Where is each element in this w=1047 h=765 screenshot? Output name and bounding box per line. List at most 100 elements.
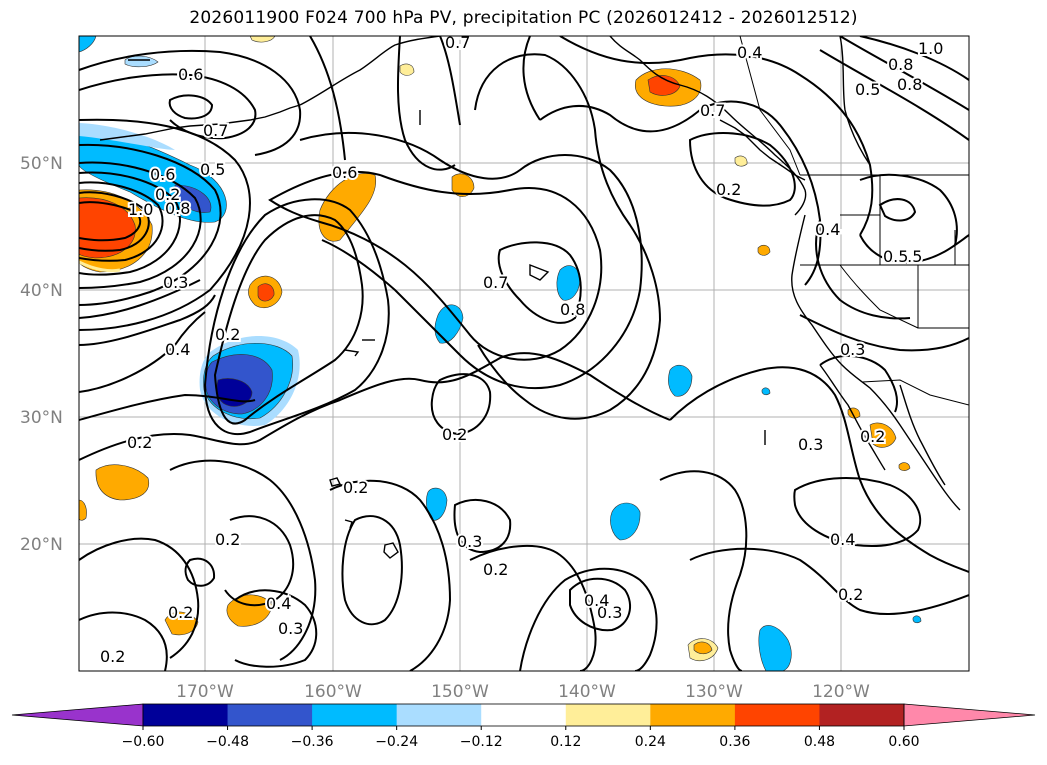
contour-label: 0.4 (830, 530, 855, 549)
coast-canada-inland (839, 36, 871, 166)
contour-south-10 (453, 499, 512, 554)
contour-central-1 (213, 214, 364, 425)
contour-east-2 (793, 477, 922, 548)
contour-central-2 (203, 198, 390, 436)
contour-label: 0.4 (266, 594, 291, 613)
lat-label-40n: 40°N (20, 281, 63, 301)
colorbar-frame (142, 703, 905, 727)
colorbar-tick-label: 0.60 (888, 734, 919, 750)
contour-ne-right-1 (859, 173, 958, 246)
contour-label: 0.5 (200, 160, 225, 179)
contour-south-8 (329, 479, 452, 671)
longitude-labels: 170°W 160°W 150°W 140°W 130°W 120°W (176, 682, 870, 702)
contour-label: 0.4 (737, 43, 762, 62)
contour-south-14 (659, 470, 748, 671)
contour-nw-07 (79, 49, 302, 156)
colorbar-tick-label: −0.36 (291, 734, 334, 750)
contour-ne-top-2 (839, 36, 969, 111)
precip-blob-cyan-126 (758, 625, 792, 671)
contour-label: 0.2 (860, 427, 885, 446)
contour-ridge-4 (439, 36, 461, 126)
contour-east-5 (799, 314, 969, 352)
precip-blob-orange-405 (399, 63, 415, 76)
contour-ridge-6 (539, 100, 822, 286)
contour-labels: 0.6 0.7 0.7 0.4 1.0 0.8 0.8 0.5 0.5 0.6 … (98, 33, 945, 668)
colorbar-segment (143, 704, 229, 726)
plot-area: 0.6 0.7 0.7 0.4 1.0 0.8 0.8 0.5 0.5 0.6 … (79, 33, 969, 671)
contour-02-c (430, 373, 492, 436)
contour-west-nest-2 (79, 191, 150, 252)
contour-west-nest-4 (79, 171, 181, 276)
colorbar-tick-label: −0.48 (206, 734, 249, 750)
border-state-4 (839, 264, 919, 329)
border-us-mexico (861, 379, 969, 406)
colorbar-tick-label: −0.12 (460, 734, 503, 750)
contour-south-2 (169, 459, 317, 661)
contour-label: 1.0 (128, 200, 153, 219)
contour-label: 0.8 (897, 75, 922, 94)
precip-blob-light-82 (79, 36, 97, 53)
colorbar-segment (650, 704, 736, 726)
precip-blob-orange-176 (95, 464, 150, 501)
contour-ridge-5 (522, 36, 541, 121)
contour-south-6 (224, 515, 295, 607)
precip-blob-cyan-135 (668, 364, 693, 397)
colorbar-tick-label: 0.48 (804, 734, 835, 750)
contour-label: 0.3 (457, 532, 482, 551)
contour-03-line (79, 279, 201, 319)
precip-blob-cyan-142 (556, 265, 581, 301)
contour-label: 0.5 (855, 80, 880, 99)
contour-label: 0.2 (343, 478, 368, 497)
contour-label: 0.6 (178, 65, 203, 84)
contour-east-6 (815, 219, 911, 320)
lon-label-160w: 160°W (304, 682, 362, 702)
contour-ridge-1 (268, 170, 603, 361)
lat-label-20n: 20°N (20, 535, 63, 555)
precip-blob-yellow-80 (79, 499, 87, 521)
colorbar-extend-max (903, 703, 1036, 727)
contour-label: 0.2 (215, 325, 240, 344)
contour-south-4 (79, 611, 168, 671)
contour-label: 0.7 (445, 33, 470, 52)
precip-blob-cyan-150s (426, 487, 448, 521)
contour-south-3 (79, 537, 200, 659)
contour-label: 0.3 (840, 340, 865, 359)
colorbar-segment (734, 704, 820, 726)
contour-label: 0.4 (165, 340, 190, 359)
contour-label: 0.3 (278, 619, 303, 638)
colorbar-segment (819, 704, 905, 726)
precip-blob-west-edge (79, 260, 121, 273)
contour-label: 0.2 (168, 603, 193, 622)
coast-hawaii-3 (383, 542, 399, 559)
contour-label: 0.2 (155, 185, 180, 204)
colorbar-tick-label: −0.60 (122, 734, 165, 750)
contour-label: 0.2 (100, 647, 125, 666)
gridlines (79, 36, 969, 671)
coast-akpen (299, 36, 441, 106)
colorbar-tick-label: 0.24 (635, 734, 666, 750)
coast-alaska (609, 36, 807, 216)
precip-blob-light-114 (912, 615, 922, 624)
contour-label: 0.8 (165, 199, 190, 218)
precip-blob-red-165 (257, 283, 275, 302)
contour-south-11 (469, 544, 597, 671)
contour-south-13 (569, 577, 632, 632)
contour-label: 0.5 (897, 247, 922, 266)
precip-blob-light-170 (124, 55, 159, 68)
colorbar-tick-label: 0.36 (719, 734, 750, 750)
contour-label: 0.2 (838, 585, 863, 604)
lon-label-150w: 150°W (431, 682, 489, 702)
contour-north-a (396, 36, 456, 171)
chart-title: 2026011900 F024 700 hPa PV, precipitatio… (189, 8, 858, 28)
colorbar-segment (227, 704, 313, 726)
contour-label: 0.4 (815, 220, 840, 239)
contour-nw-06 (79, 73, 257, 140)
lat-label-50n: 50°N (20, 154, 63, 174)
contour-south-7 (234, 589, 318, 668)
precip-blob-orange-131 (693, 641, 713, 655)
contour-south-5 (184, 557, 216, 587)
precip-blob-west-navy (174, 184, 212, 213)
colorbar-segment (565, 704, 651, 726)
coastlines (99, 36, 961, 559)
contour-east-4 (819, 354, 898, 413)
